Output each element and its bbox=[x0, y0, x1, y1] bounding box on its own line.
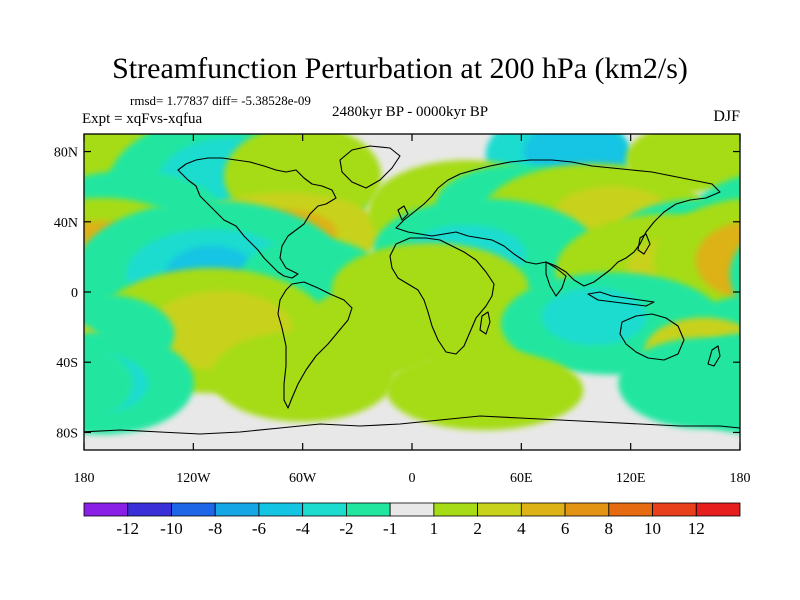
colorbar-label: -6 bbox=[252, 519, 266, 538]
colorbar-label: 4 bbox=[517, 519, 526, 538]
colorbar-label: 1 bbox=[430, 519, 439, 538]
colorbar-label: -1 bbox=[383, 519, 397, 538]
anomaly-region bbox=[729, 246, 740, 303]
eurasia-coast bbox=[395, 159, 721, 287]
south-america-coast bbox=[277, 281, 353, 409]
colorbar-swatch bbox=[652, 502, 697, 517]
anomaly-region bbox=[541, 288, 647, 346]
antarctica-coast bbox=[84, 415, 740, 435]
colorbar-swatch bbox=[258, 502, 304, 517]
africa-coast bbox=[389, 237, 495, 355]
colorbar-label: 10 bbox=[644, 519, 661, 538]
anomaly-region bbox=[386, 350, 584, 431]
new-zealand-coast bbox=[707, 345, 721, 367]
colorbar-swatch bbox=[695, 502, 741, 517]
x-tick-label: 120E bbox=[616, 471, 646, 486]
anomaly-region bbox=[84, 342, 133, 425]
y-tick-label: 40S bbox=[56, 356, 78, 371]
colorbar-swatch bbox=[520, 502, 566, 517]
x-tick-label: 0 bbox=[409, 471, 416, 486]
y-tick-label: 80S bbox=[56, 426, 78, 441]
colorbar-swatch bbox=[345, 502, 391, 517]
experiment-label: Expt = xqFvs-xqfua bbox=[82, 111, 203, 127]
x-tick-label: 120W bbox=[176, 471, 211, 486]
y-tick-label: 40N bbox=[54, 216, 78, 231]
colorbar-label: -10 bbox=[160, 519, 183, 538]
indonesia-coast bbox=[587, 291, 655, 307]
map-area: 80N 40N 0 40S 80S 180 120W 60W 0 60E 120E 180 bbox=[54, 133, 751, 486]
x-tick-label: 60E bbox=[510, 471, 533, 486]
colorbar-label: 8 bbox=[605, 519, 614, 538]
madagascar-coast bbox=[479, 311, 491, 335]
y-tick-label: 80N bbox=[54, 146, 78, 161]
colorbar-label: -12 bbox=[116, 519, 139, 538]
time-period: 2480kyr BP - 0000kyr BP bbox=[331, 104, 489, 120]
x-tick-label: 60W bbox=[289, 471, 317, 486]
colorbar-swatch bbox=[564, 502, 610, 517]
colorbar-label: 2 bbox=[473, 519, 482, 538]
colorbar-label: -4 bbox=[296, 519, 311, 538]
y-tick-label: 0 bbox=[71, 286, 78, 301]
page-title: Streamfunction Perturbation at 200 hPa (… bbox=[112, 52, 688, 85]
colorbar-swatch bbox=[433, 502, 479, 517]
colorbar-swatch bbox=[83, 502, 129, 517]
colorbar: -12 -10 -8 -6 -4 -2 -1 1 2 4 6 8 10 12 bbox=[83, 502, 741, 538]
colorbar-swatch bbox=[302, 502, 347, 517]
anomaly-region bbox=[695, 221, 740, 299]
japan-coast bbox=[637, 233, 651, 255]
india-coast bbox=[545, 261, 567, 297]
map-axes: 80N 40N 0 40S 80S 180 120W 60W 0 60E 120E 180 bbox=[54, 134, 751, 486]
colorbar-swatch bbox=[389, 502, 435, 517]
colorbar-swatch bbox=[608, 502, 653, 517]
australia-coast bbox=[619, 313, 685, 361]
x-tick-label: 180 bbox=[74, 471, 95, 486]
colorbar-label: -2 bbox=[339, 519, 353, 538]
colorbar-label: 12 bbox=[688, 519, 705, 538]
colorbar-label: -8 bbox=[208, 519, 222, 538]
greenland-coast bbox=[339, 145, 401, 189]
colorbar-swatch bbox=[214, 502, 260, 517]
coastlines bbox=[84, 145, 740, 435]
colorbar-swatch bbox=[127, 502, 172, 517]
british-isles-coast bbox=[397, 205, 409, 221]
season-label: DJF bbox=[713, 108, 740, 125]
colorbar-swatch bbox=[171, 502, 216, 517]
anomaly-region bbox=[618, 337, 740, 429]
colorbar-swatch bbox=[477, 502, 522, 517]
rmsd-stats: rmsd= 1.77837 diff= -5.38528e-09 bbox=[130, 93, 311, 108]
x-tick-label: 180 bbox=[730, 471, 751, 486]
colorbar-label: 6 bbox=[561, 519, 570, 538]
north-america-coast bbox=[177, 157, 337, 279]
